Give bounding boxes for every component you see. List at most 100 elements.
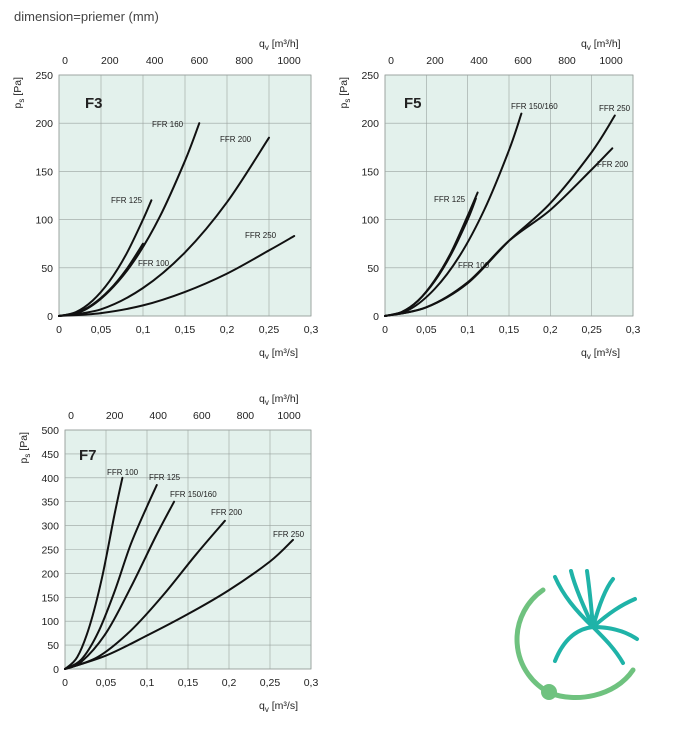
x2-tick-label: 400 — [470, 55, 488, 67]
y-tick-label: 0 — [373, 311, 379, 323]
panel-title: F5 — [404, 95, 422, 112]
x2-tick-label: 0 — [68, 410, 74, 422]
series-label: FFR 200 — [220, 135, 252, 144]
y-tick-label: 50 — [367, 263, 379, 275]
x-axis-label: qv [m³/s] — [259, 700, 298, 714]
x-tick-label: 0,15 — [499, 324, 520, 336]
y-tick-label: 0 — [53, 664, 59, 676]
x2-tick-label: 800 — [558, 55, 576, 67]
series-label: FFR 200 — [597, 160, 629, 169]
x-tick-label: 0,3 — [304, 677, 319, 689]
x2-tick-label: 800 — [235, 55, 253, 67]
series-label: FFR 100 — [107, 468, 139, 477]
x-tick-label: 0,3 — [304, 324, 319, 336]
panel-title: F7 — [79, 447, 97, 464]
x2-tick-label: 400 — [149, 410, 167, 422]
y-tick-label: 150 — [361, 166, 379, 178]
x2-tick-label: 600 — [514, 55, 532, 67]
series-line-ffr-200 — [58, 136, 270, 317]
x-tick-label: 0 — [56, 324, 62, 336]
series-label: FFR 250 — [273, 530, 305, 539]
series-line-ffr-200 — [64, 519, 226, 670]
x-tick-label: 0,1 — [136, 324, 151, 336]
y-tick-label: 250 — [41, 545, 59, 557]
chart-panel-f5: 0 0,05 0,1 0,15 0,2 0,25 0,3 0 200 400 600 800 1000 0… — [338, 38, 640, 361]
series-label: FFR 160 — [152, 120, 184, 129]
y-axis-label: ps [Pa] — [18, 432, 32, 464]
x-tick-label: 0,1 — [140, 677, 155, 689]
y-tick-label: 150 — [35, 166, 53, 178]
x2-axis-label: qv [m³/h] — [581, 38, 621, 52]
x2-axis-label: qv [m³/h] — [259, 393, 299, 407]
panel-title: F3 — [85, 95, 103, 112]
y-tick-label: 200 — [35, 118, 53, 130]
y-tick-label: 0 — [47, 311, 53, 323]
y-tick-label: 100 — [35, 215, 53, 227]
x-axis-label: qv [m³/s] — [581, 347, 620, 361]
y-tick-label: 250 — [35, 70, 53, 82]
x2-tick-label: 1000 — [277, 55, 301, 67]
series-line-ffr-125 — [64, 484, 158, 670]
series-line-ffr-250 — [384, 114, 616, 317]
x-tick-label: 0,15 — [175, 324, 196, 336]
series-label: FFR 100 — [458, 261, 490, 270]
x-tick-label: 0,05 — [416, 324, 437, 336]
caption: dimension=priemer (mm) — [14, 9, 159, 24]
y-tick-label: 50 — [47, 640, 59, 652]
chart-panel-f3: 0 0,05 0,1 0,15 0,2 0,25 0,3 0 200 400 600 800 1000 0… — [12, 38, 318, 361]
series-line-ffr-150-160 — [384, 112, 523, 317]
logo-rays — [553, 569, 639, 665]
x2-tick-label: 1000 — [599, 55, 623, 67]
x-tick-label: 0,25 — [259, 324, 280, 336]
logo-arc-green — [514, 587, 636, 701]
series-label: FFR 100 — [138, 259, 170, 268]
x2-tick-label: 400 — [146, 55, 164, 67]
series-label: FFR 250 — [245, 231, 277, 240]
x2-axis-label: qv [m³/h] — [259, 38, 299, 52]
series-label: FFR 250 — [599, 104, 631, 113]
y-tick-label: 200 — [361, 118, 379, 130]
series-line-ffr-100 — [64, 476, 124, 670]
x-tick-label: 0,2 — [220, 324, 235, 336]
x-tick-label: 0,05 — [91, 324, 112, 336]
x2-tick-label: 600 — [191, 55, 209, 67]
chart-panel-f7: 0 0,05 0,1 0,15 0,2 0,25 0,3 0 200 400 600 800 1000 0… — [18, 393, 318, 714]
x-tick-label: 0 — [62, 677, 68, 689]
series-label: FFR 125 — [111, 196, 143, 205]
x2-tick-label: 600 — [193, 410, 211, 422]
x-tick-label: 0,3 — [626, 324, 641, 336]
x-tick-label: 0,1 — [460, 324, 475, 336]
x-tick-label: 0,15 — [178, 677, 199, 689]
y-tick-label: 500 — [41, 425, 59, 437]
y-tick-label: 150 — [41, 592, 59, 604]
x-tick-label: 0,25 — [581, 324, 602, 336]
company-logo — [514, 569, 639, 701]
x-tick-label: 0,05 — [96, 677, 117, 689]
x2-tick-label: 1000 — [277, 410, 301, 422]
x-tick-label: 0 — [382, 324, 388, 336]
series-line-ffr-250 — [64, 538, 294, 670]
x2-tick-label: 200 — [426, 55, 444, 67]
x-axis-label: qv [m³/s] — [259, 347, 298, 361]
x2-tick-label: 0 — [388, 55, 394, 67]
x2-tick-label: 200 — [101, 55, 119, 67]
series-label: FFR 150/160 — [511, 102, 558, 111]
y-tick-label: 200 — [41, 568, 59, 580]
series-label: FFR 125 — [149, 473, 181, 482]
y-tick-label: 300 — [41, 521, 59, 533]
y-axis-label: ps [Pa] — [12, 77, 26, 109]
y-tick-label: 100 — [41, 616, 59, 628]
y-tick-label: 450 — [41, 449, 59, 461]
y-tick-label: 400 — [41, 473, 59, 485]
y-tick-label: 250 — [361, 70, 379, 82]
series-label: FFR 150/160 — [170, 490, 217, 499]
series-label: FFR 200 — [211, 508, 243, 517]
x-tick-label: 0,2 — [222, 677, 237, 689]
series-line-ffr-250 — [58, 235, 296, 317]
series-line-ffr-160 — [58, 122, 201, 317]
x-tick-label: 0,25 — [260, 677, 281, 689]
logo-dot — [541, 684, 557, 700]
y-axis-label: ps [Pa] — [338, 77, 352, 109]
x2-tick-label: 800 — [237, 410, 255, 422]
